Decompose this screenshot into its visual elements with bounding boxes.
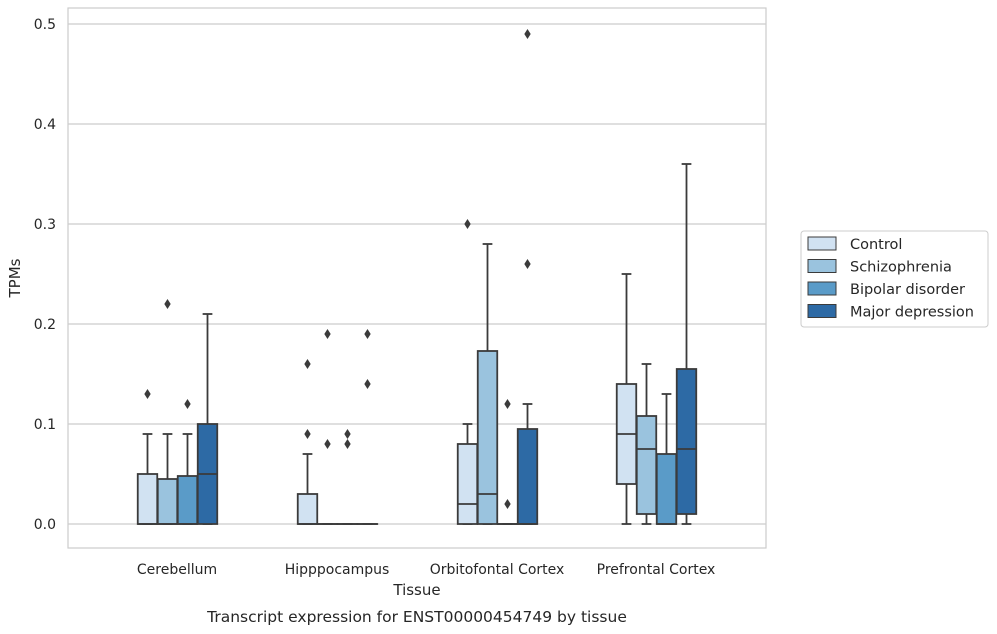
legend: Control Schizophrenia Bipolar disorder Majo… bbox=[800, 230, 989, 328]
y-tick-label: 0.3 bbox=[34, 217, 56, 233]
outlier-point bbox=[504, 499, 511, 509]
x-tick-label: Prefrontal Cortex bbox=[597, 562, 716, 578]
y-tick-label: 0.0 bbox=[34, 517, 56, 533]
box-iqr bbox=[156, 478, 179, 525]
outlier-point bbox=[524, 29, 531, 39]
box-iqr bbox=[456, 443, 479, 525]
legend-label: Bipolar disorder bbox=[850, 282, 965, 298]
box-group bbox=[196, 313, 219, 525]
box-iqr bbox=[655, 453, 678, 525]
box-group bbox=[496, 399, 519, 525]
legend-swatch bbox=[807, 236, 837, 251]
y-tick-label: 0.4 bbox=[34, 117, 56, 133]
box-iqr bbox=[675, 368, 698, 515]
box-group bbox=[156, 299, 179, 525]
outlier-point bbox=[344, 439, 351, 449]
legend-label: Control bbox=[850, 237, 902, 253]
legend-swatch bbox=[807, 259, 837, 273]
legend-label: Major depression bbox=[850, 305, 974, 321]
y-tick-labels: 0.0 0.1 0.2 0.3 0.4 0.5 bbox=[34, 17, 56, 533]
box-group bbox=[456, 219, 479, 525]
box-iqr bbox=[635, 415, 658, 515]
box-plots bbox=[136, 29, 698, 525]
outlier-point bbox=[364, 379, 371, 389]
outlier-point bbox=[164, 299, 171, 309]
box-group bbox=[476, 243, 499, 525]
legend-frame bbox=[800, 230, 989, 328]
outlier-point bbox=[324, 439, 331, 449]
outlier-point bbox=[344, 429, 351, 439]
outlier-point bbox=[144, 389, 151, 399]
y-tick-label: 0.2 bbox=[34, 317, 56, 333]
x-tick-label: Hipppocampus bbox=[285, 562, 390, 578]
x-tick-labels: Cerebellum Hipppocampus Orbitofontal Corte… bbox=[137, 562, 715, 578]
legend-swatch bbox=[807, 281, 837, 296]
x-tick-label: Orbitofontal Cortex bbox=[430, 562, 565, 578]
outlier-point bbox=[524, 259, 531, 269]
box-group bbox=[296, 359, 319, 525]
x-axis-label: Tissue bbox=[392, 581, 440, 599]
outlier-point bbox=[184, 399, 191, 409]
outlier-point bbox=[304, 359, 311, 369]
y-tick-label: 0.1 bbox=[34, 417, 56, 433]
x-tick-label: Cerebellum bbox=[137, 562, 217, 578]
outlier-point bbox=[324, 329, 331, 339]
outlier-point bbox=[364, 329, 371, 339]
legend-label: Schizophrenia bbox=[850, 260, 952, 276]
box-group bbox=[675, 163, 698, 525]
outlier-point bbox=[464, 219, 471, 229]
box-group bbox=[356, 329, 379, 525]
y-tick-label: 0.5 bbox=[34, 17, 56, 33]
figure-caption: Transcript expression for ENST0000045474… bbox=[206, 608, 627, 626]
box-group bbox=[136, 389, 159, 525]
box-iqr bbox=[136, 473, 159, 525]
box-group bbox=[516, 29, 539, 525]
outlier-point bbox=[504, 399, 511, 409]
box-iqr bbox=[516, 428, 539, 525]
box-iqr bbox=[296, 493, 319, 525]
y-axis-label: TPMs bbox=[6, 258, 24, 298]
legend-swatch bbox=[807, 304, 837, 318]
box-iqr bbox=[476, 350, 499, 525]
outlier-point bbox=[304, 429, 311, 439]
box-group bbox=[615, 273, 638, 525]
box-iqr bbox=[176, 475, 199, 525]
